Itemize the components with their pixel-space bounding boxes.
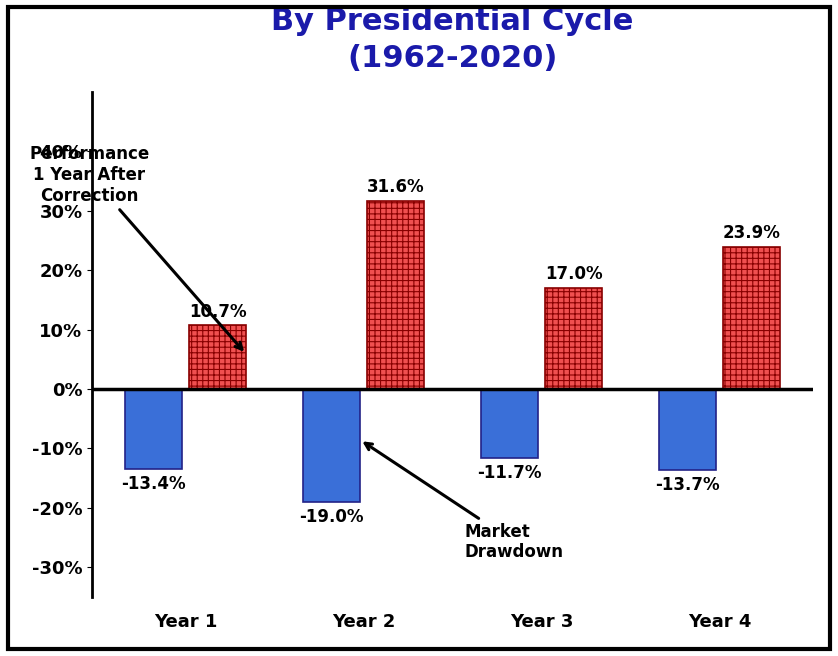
Text: -13.7%: -13.7%	[655, 476, 720, 495]
Bar	[125, 389, 182, 468]
Bar	[659, 389, 716, 470]
Text: 31.6%: 31.6%	[367, 178, 424, 196]
Text: 23.9%: 23.9%	[722, 224, 780, 242]
Bar	[303, 389, 360, 502]
Bar	[481, 389, 538, 459]
Text: -13.4%: -13.4%	[122, 474, 186, 493]
Bar	[545, 288, 602, 389]
Text: -11.7%: -11.7%	[477, 464, 541, 482]
Text: Market
Drawdown: Market Drawdown	[365, 443, 564, 562]
Text: 17.0%: 17.0%	[545, 265, 603, 283]
Title: S&P 500 Corrections & 1-Year
Performance Following Correction
By Presidential Cy: S&P 500 Corrections & 1-Year Performance…	[160, 0, 745, 73]
Text: -19.0%: -19.0%	[299, 508, 364, 526]
Bar	[723, 247, 780, 389]
Bar	[189, 325, 246, 389]
Bar	[367, 201, 424, 389]
Text: Performance
1 Year After
Correction: Performance 1 Year After Correction	[29, 145, 242, 350]
Text: 10.7%: 10.7%	[189, 302, 246, 321]
